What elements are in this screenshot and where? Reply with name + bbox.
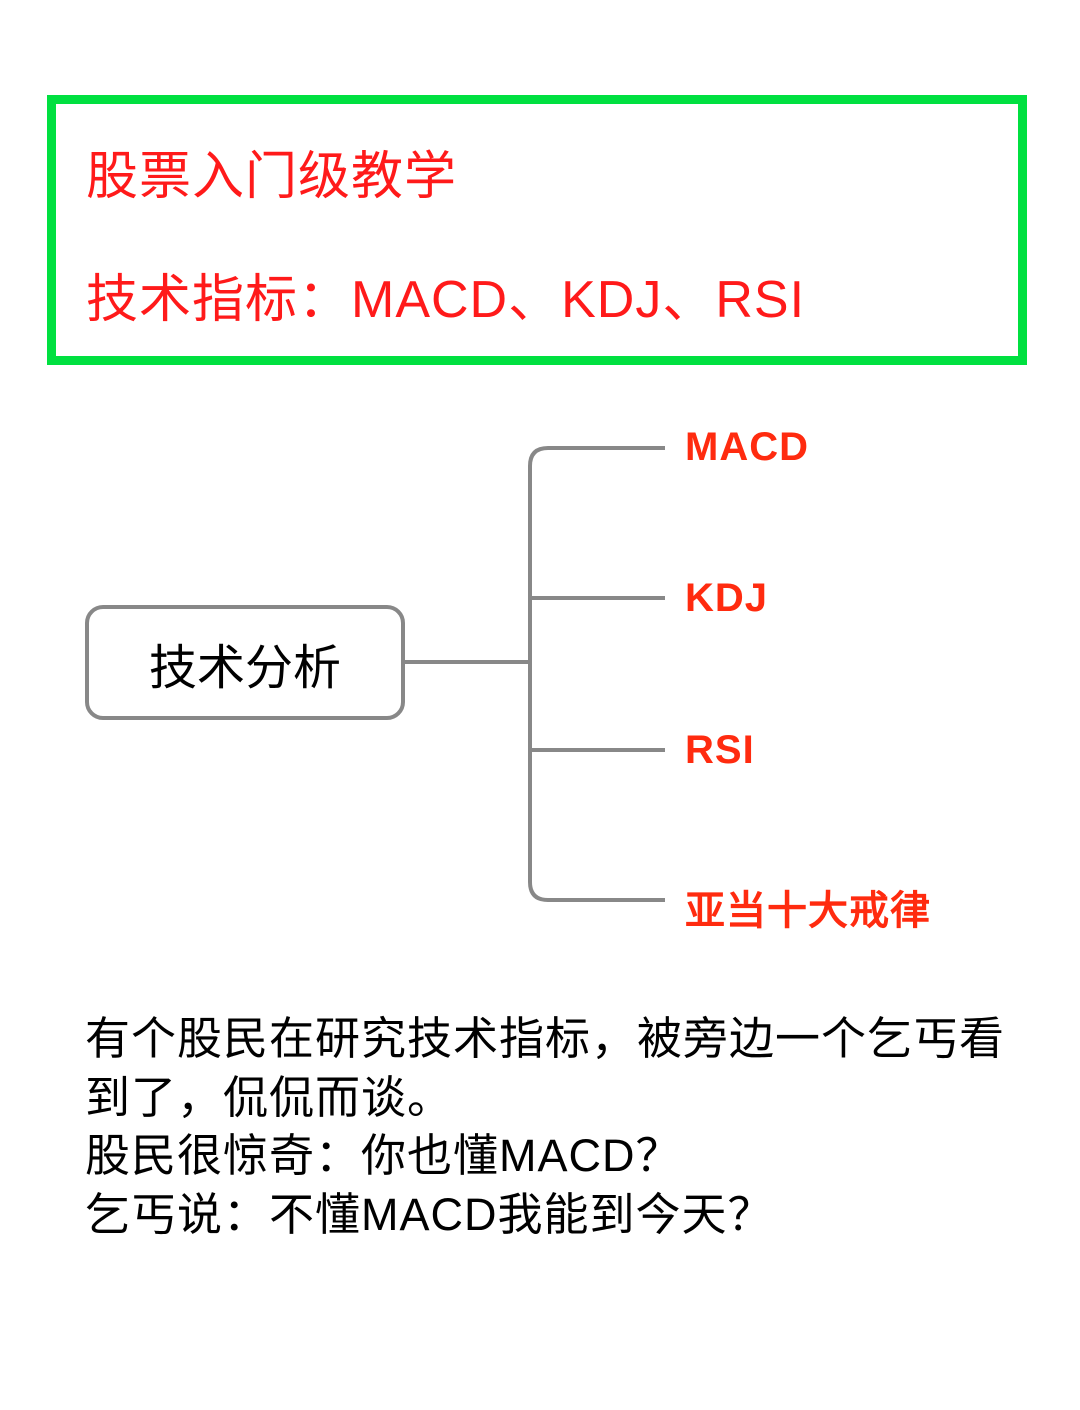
story-line: 有个股民在研究技术指标，被旁边一个乞丐看到了，侃侃而谈。 <box>85 1010 1005 1127</box>
story-text: 有个股民在研究技术指标，被旁边一个乞丐看到了，侃侃而谈。股民很惊奇：你也懂MAC… <box>85 1010 1005 1244</box>
branch-label: RSI <box>685 728 755 773</box>
root-node-label: 技术分析 <box>149 628 341 698</box>
story-line: 股民很惊奇：你也懂MACD？ <box>85 1127 1005 1186</box>
header-title: 股票入门级教学 <box>86 134 988 209</box>
branch-label: KDJ <box>685 576 768 621</box>
root-node: 技术分析 <box>85 605 405 720</box>
branch-label: MACD <box>685 425 809 470</box>
tree-diagram: 技术分析 MACDKDJRSI亚当十大戒律 <box>60 410 960 930</box>
story-line: 乞丐说：不懂MACD我能到今天？ <box>85 1186 1005 1245</box>
branch-label: 亚当十大戒律 <box>685 878 931 936</box>
header-box: 股票入门级教学 技术指标：MACD、KDJ、RSI <box>47 95 1027 365</box>
header-subtitle: 技术指标：MACD、KDJ、RSI <box>86 257 988 332</box>
